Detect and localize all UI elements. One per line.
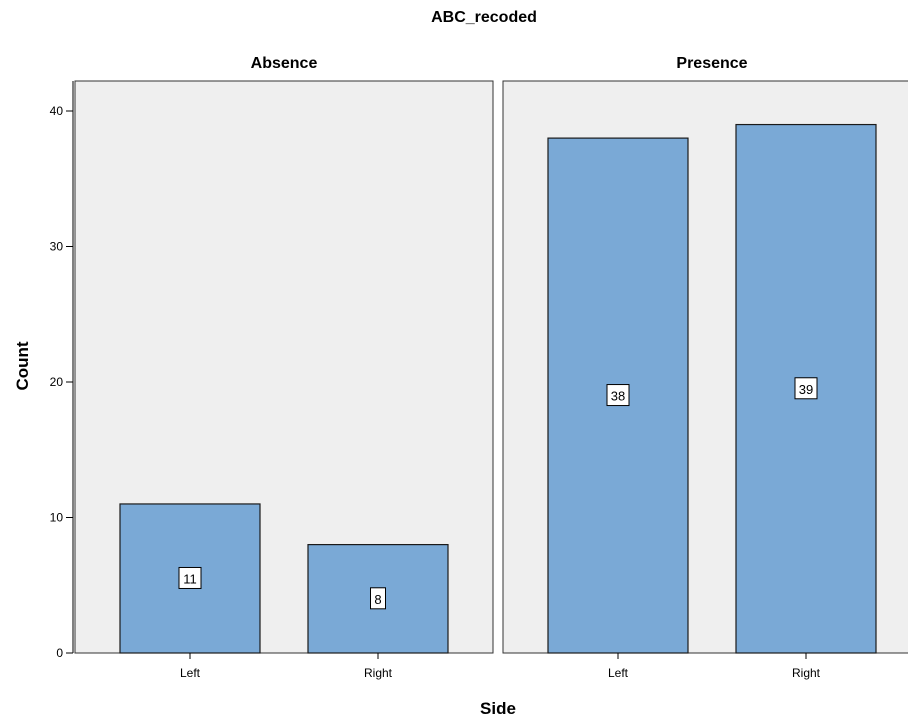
y-tick-label: 10 bbox=[50, 511, 64, 525]
x-axis-label: Side bbox=[480, 699, 516, 718]
x-tick-label: Right bbox=[792, 666, 821, 680]
data-label: 38 bbox=[611, 389, 625, 404]
data-label-box bbox=[178, 566, 202, 589]
data-label: 39 bbox=[799, 382, 813, 397]
y-tick-label: 20 bbox=[50, 375, 64, 389]
data-label-box bbox=[606, 384, 630, 407]
x-tick-label: Right bbox=[364, 666, 393, 680]
data-label-box bbox=[794, 377, 818, 400]
y-tick-label: 40 bbox=[50, 104, 64, 118]
data-label-box bbox=[370, 587, 386, 610]
data-label: 8 bbox=[374, 592, 381, 607]
panel-presence: Presence 38 Left 39 Right bbox=[502, 55, 908, 680]
panels: Absence 11 Left 8 Right Presence 38 Left 39 Right bbox=[74, 55, 908, 680]
x-tick-label: Left bbox=[180, 666, 201, 680]
y-tick-label: 0 bbox=[56, 646, 63, 660]
data-label: 11 bbox=[183, 571, 197, 586]
y-axis: 0 10 20 30 40 bbox=[50, 81, 74, 660]
panel-title: Absence bbox=[251, 55, 318, 72]
chart-title: ABC_recoded bbox=[431, 9, 537, 26]
panel-absence: Absence 11 Left 8 Right bbox=[74, 55, 494, 680]
panel-title: Presence bbox=[676, 55, 747, 72]
y-axis-label: Count bbox=[13, 341, 32, 390]
y-tick-label: 30 bbox=[50, 240, 64, 254]
x-tick-label: Left bbox=[608, 666, 629, 680]
